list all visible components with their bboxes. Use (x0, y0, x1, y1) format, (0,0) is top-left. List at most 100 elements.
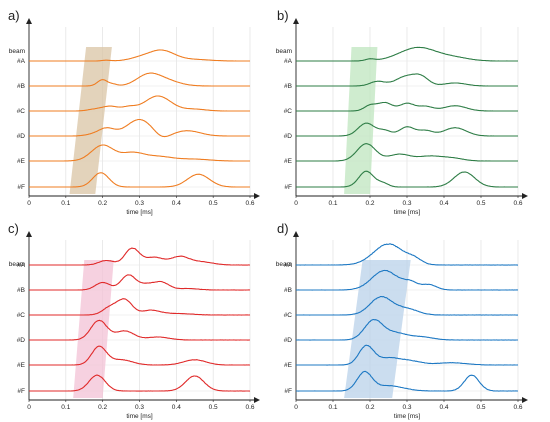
series-label: #C (17, 312, 26, 319)
panel-label: d) (277, 221, 289, 236)
series-label: #D (17, 337, 26, 344)
x-tick-label: 0.6 (513, 200, 522, 207)
series-label: #A (284, 58, 293, 65)
y-axis-arrow (293, 231, 299, 237)
series-line (29, 247, 250, 266)
x-tick-label: 0.4 (172, 200, 181, 207)
series-label: #B (17, 83, 25, 90)
series-label: #A (284, 262, 293, 269)
series-label: #A (17, 262, 26, 269)
series-line (296, 46, 518, 62)
x-axis-arrow (522, 397, 528, 403)
series-label: #B (284, 83, 292, 90)
x-tick-label: 0.5 (476, 200, 485, 207)
x-tick-label: 0 (27, 200, 31, 207)
x-tick-label: 0.1 (328, 404, 337, 411)
x-tick-label: 0.3 (135, 404, 144, 411)
x-tick-label: 0.1 (61, 404, 70, 411)
panel-label: a) (8, 8, 20, 23)
series-label: #F (284, 388, 292, 395)
series-line (29, 72, 250, 87)
x-tick-label: 0.3 (402, 200, 411, 207)
x-tick-label: 0 (294, 200, 298, 207)
x-tick-label: 0 (27, 404, 31, 411)
series-line (29, 172, 250, 188)
x-tick-label: 0.1 (328, 200, 337, 207)
series-line (29, 49, 250, 62)
x-tick-label: 0.3 (135, 200, 144, 207)
series-line (296, 122, 518, 137)
series-line (29, 144, 250, 162)
x-tick-label: 0.2 (98, 404, 107, 411)
y-axis-label: beam (276, 48, 292, 55)
panel-3: c) beam 0 0.1 0.2 0.3 0.4 0.5 0.6 time [ms] #A #B #C… (8, 221, 260, 420)
x-axis-arrow (254, 193, 260, 199)
series-line (296, 344, 519, 366)
highlight-band (344, 47, 378, 194)
highlight-band (344, 260, 411, 398)
x-tick-label: 0.2 (98, 200, 107, 207)
series-line (296, 170, 518, 188)
series-label: #D (284, 133, 293, 140)
x-axis-title: time [ms] (394, 209, 421, 216)
series-line (29, 319, 250, 341)
y-axis-arrow (293, 18, 299, 24)
series-line (296, 243, 518, 266)
x-axis-arrow (522, 193, 528, 199)
x-tick-label: 0.5 (209, 200, 218, 207)
x-tick-label: 0.6 (513, 404, 522, 411)
y-axis-label: beam (9, 48, 25, 55)
series-line (296, 143, 518, 162)
x-tick-label: 0.4 (172, 404, 181, 411)
series-line (29, 374, 251, 392)
x-tick-label: 0.6 (245, 200, 254, 207)
series-line (296, 370, 518, 392)
series-label: #E (17, 362, 26, 369)
series-line (29, 298, 251, 316)
x-tick-label: 0.6 (245, 404, 254, 411)
y-axis-label: beam (276, 261, 292, 268)
x-tick-label: 0.3 (402, 404, 411, 411)
y-axis-label: beam (9, 261, 25, 268)
series-label: #D (284, 337, 293, 344)
x-tick-label: 0 (294, 404, 298, 411)
series-line (29, 274, 251, 291)
series-label: #E (17, 158, 26, 165)
x-tick-label: 0.2 (365, 404, 374, 411)
x-tick-label: 0.5 (209, 404, 218, 411)
x-tick-label: 0.5 (476, 404, 485, 411)
x-axis-title: time [ms] (394, 413, 421, 420)
panel-label: c) (8, 221, 19, 236)
series-label: #B (284, 287, 292, 294)
y-axis-arrow (26, 18, 32, 24)
series-label: #C (284, 312, 293, 319)
series-line (296, 101, 518, 112)
series-label: #D (17, 133, 26, 140)
x-tick-label: 0.4 (439, 200, 448, 207)
x-tick-label: 0.2 (365, 200, 374, 207)
panel-2: b) beam 0 0.1 0.2 0.3 0.4 0.5 0.6 time [ms] #A #B #C… (276, 8, 528, 216)
series-label: #F (17, 388, 25, 395)
series-line (296, 269, 519, 291)
y-axis-arrow (26, 231, 32, 237)
panel-1: a) beam 0 0.1 0.2 0.3 0.4 0.5 0.6 time [ms] #A #B #C… (8, 8, 260, 216)
series-label: #B (17, 287, 25, 294)
series-line (296, 73, 518, 87)
panel-4: d) beam 0 0.1 0.2 0.3 0.4 0.5 0.6 time [ms] #A #B #C… (276, 221, 528, 420)
series-label: #E (284, 362, 293, 369)
x-axis-title: time [ms] (126, 413, 153, 420)
series-line (295, 318, 518, 341)
x-tick-label: 0.1 (61, 200, 70, 207)
panel-label: b) (277, 8, 289, 23)
series-line (29, 118, 250, 138)
x-axis-arrow (254, 397, 260, 403)
series-label: #A (17, 58, 26, 65)
series-label: #E (284, 158, 293, 165)
series-line (29, 95, 250, 112)
series-line (296, 295, 518, 316)
series-label: #F (17, 184, 25, 191)
series-label: #C (284, 108, 293, 115)
series-label: #F (284, 184, 292, 191)
series-line (29, 345, 250, 366)
